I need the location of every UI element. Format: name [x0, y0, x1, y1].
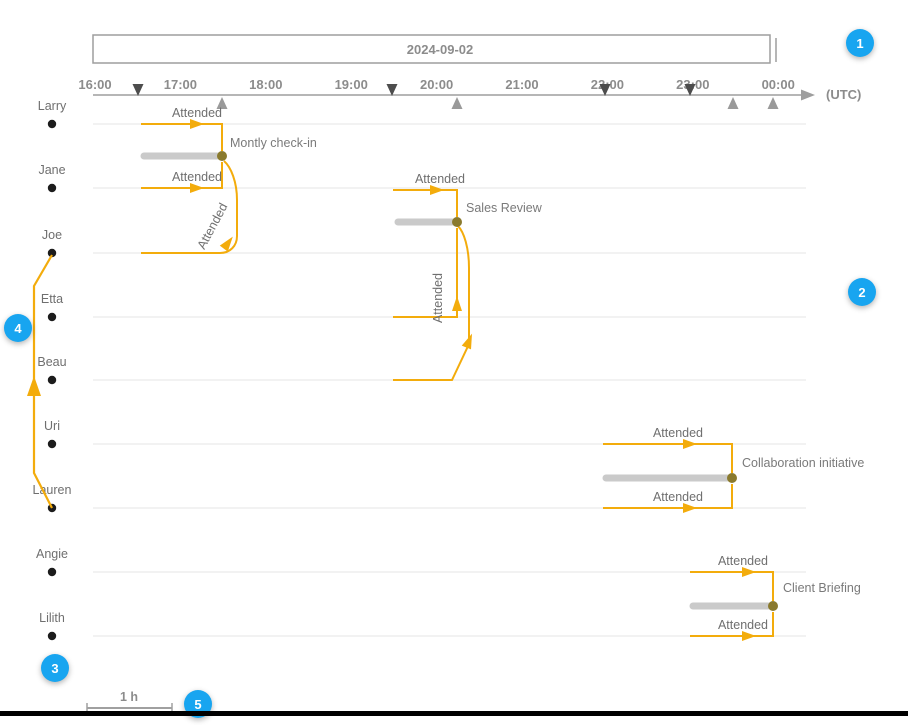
event-dot[interactable]: [768, 601, 778, 611]
tick-17: 17:00: [164, 77, 197, 92]
attendance-arrow-icon: [683, 503, 697, 513]
event-title: Client Briefing: [783, 581, 861, 595]
event-collaboration-initiative: Attended Attended Collaboration initiati…: [602, 426, 864, 513]
start-marker-icon: [386, 84, 398, 96]
event-client-briefing: Attended Attended Client Briefing: [689, 554, 861, 641]
person-dot-etta[interactable]: [47, 312, 57, 322]
attendance-edge-larry: [141, 123, 223, 151]
attended-label: Attended: [172, 106, 222, 120]
person-dot-lilith[interactable]: [47, 631, 57, 641]
tick-16: 16:00: [78, 77, 111, 92]
person-dot-jane[interactable]: [47, 183, 57, 193]
event-title: Sales Review: [466, 201, 543, 215]
attendance-edge-angie: [690, 571, 774, 601]
event-end-markers: [216, 97, 779, 109]
callout-badge-2[interactable]: 2: [848, 278, 876, 306]
attendance-arrow-icon: [190, 119, 204, 129]
attended-label: Attended: [718, 554, 768, 568]
tick-18: 18:00: [249, 77, 282, 92]
person-label-lauren: Lauren: [33, 483, 72, 497]
person-dot-larry[interactable]: [47, 119, 57, 129]
callout-badge-3[interactable]: 3: [41, 654, 69, 682]
event-title: Collaboration initiative: [742, 456, 864, 470]
person-label-beau: Beau: [37, 355, 66, 369]
attendance-edge-joe: [141, 160, 238, 254]
scale-bar: 1 h: [86, 690, 173, 713]
tick-19: 19:00: [335, 77, 368, 92]
attendance-edge-beau: [393, 225, 470, 381]
person-dot-uri[interactable]: [47, 439, 57, 449]
person-label-angie: Angie: [36, 547, 68, 561]
start-marker-icon: [599, 84, 611, 96]
end-marker-icon: [767, 97, 779, 109]
end-marker-icon: [216, 97, 228, 109]
event-title: Montly check-in: [230, 136, 317, 150]
callout-badge-1[interactable]: 1: [846, 29, 874, 57]
attendance-arrow-icon: [461, 333, 472, 350]
time-axis-arrow-icon: [801, 89, 815, 101]
attended-label: Attended: [653, 426, 703, 440]
start-marker-icon: [684, 84, 696, 96]
window-bottom-edge: [0, 711, 908, 716]
attended-label-rotated: Attended: [431, 273, 445, 323]
tick-20: 20:00: [420, 77, 453, 92]
callout-badge-4[interactable]: 4: [4, 314, 32, 342]
event-start-markers: [132, 84, 696, 96]
event-sales-review: Attended Attended Sales Review: [393, 172, 543, 381]
person-label-lilith: Lilith: [39, 611, 65, 625]
person-dot-angie[interactable]: [47, 567, 57, 577]
attended-label: Attended: [172, 170, 222, 184]
time-axis: 16:00 17:00 18:00 19:00 20:00 21:00 22:0…: [78, 77, 861, 109]
attendance-arrow-icon: [742, 567, 756, 577]
person-axis: Larry Jane Joe Etta Beau Uri Lauren Angi…: [33, 99, 72, 625]
attendance-edge-lilith: [690, 612, 774, 637]
event-montly-check-in: Attended Attended Attended Montly check-…: [140, 106, 317, 254]
attended-label: Attended: [415, 172, 465, 186]
date-label: 2024-09-02: [407, 42, 474, 57]
tick-00: 00:00: [762, 77, 795, 92]
attendance-arrow-icon: [742, 631, 756, 641]
date-band-frame: [92, 34, 771, 64]
person-label-jane: Jane: [38, 163, 65, 177]
start-marker-icon: [132, 84, 144, 96]
attendance-arrow-icon: [430, 185, 444, 195]
attended-label: Attended: [653, 490, 703, 504]
attendance-arrow-icon: [190, 183, 204, 193]
person-dots: [47, 119, 57, 641]
attendance-edge-uri: [603, 443, 733, 473]
person-label-uri: Uri: [44, 419, 60, 433]
attendance-arrow-icon: [452, 296, 462, 311]
person-label-joe: Joe: [42, 228, 62, 242]
person-dot-beau[interactable]: [47, 375, 57, 385]
utc-label: (UTC): [826, 87, 861, 102]
person-link-lauren-joe: [27, 254, 53, 509]
date-band: 2024-09-02: [92, 34, 777, 64]
attendance-edge-jane: [393, 189, 458, 217]
attended-label: Attended: [718, 618, 768, 632]
attendance-edge-lauren: [603, 484, 733, 509]
end-marker-icon: [727, 97, 739, 109]
attendance-arrow-icon: [219, 236, 233, 252]
scale-bar-label: 1 h: [120, 690, 138, 704]
event-dot[interactable]: [727, 473, 737, 483]
event-dot[interactable]: [217, 151, 227, 161]
attendance-edge-etta: [393, 228, 458, 318]
tick-21: 21:00: [505, 77, 538, 92]
end-marker-icon: [451, 97, 463, 109]
attendance-arrow-icon: [683, 439, 697, 449]
event-dot[interactable]: [452, 217, 462, 227]
person-dot-joe[interactable]: [47, 248, 57, 258]
person-label-etta: Etta: [41, 292, 63, 306]
person-link-arrow-icon: [27, 376, 41, 396]
attendance-edge-jane: [141, 162, 223, 189]
person-label-larry: Larry: [38, 99, 67, 113]
